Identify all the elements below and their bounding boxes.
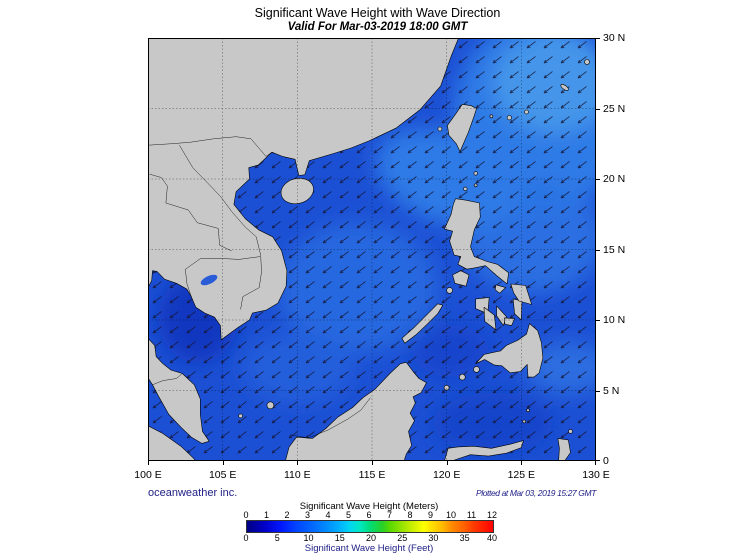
legend-feet-tick: 0 [243,533,249,543]
grid-layer [148,38,596,461]
x-tick-label-110e: 110 E [283,469,311,481]
country-borders-layer [148,136,371,439]
legend-feet-tick: 30 [428,533,439,543]
legend-feet-tick: 10 [303,533,314,543]
x-tick-label-125e: 125 E [507,469,536,481]
land-mindoro [452,270,470,287]
land-taiwan [447,104,477,152]
y-tick-label-30n: 30 N [603,32,626,44]
x-tick-label-130e: 130 E [582,469,610,481]
legend-title-feet: Significant Wave Height (Feet) [304,543,434,554]
legend-meters-tick: 8 [407,510,413,520]
x-axis-tick [521,461,523,465]
land-halmahera [557,438,571,461]
x-tick-label-115e: 115 E [358,469,386,481]
land-luzon [444,198,509,285]
legend-feet-tick: 40 [486,533,498,543]
y-axis-tick [596,460,600,461]
small-islands [238,59,590,434]
plotted-timestamp: Plotted at Mar 03, 2019 15:27 GMT [475,488,596,498]
legend-meters-tick: 4 [325,510,331,520]
x-axis-tick [222,461,224,465]
legend-color-bar [246,520,494,533]
x-axis-tick [595,461,596,465]
land-palawan [401,303,444,344]
land-negros [483,306,497,331]
map-frame [148,38,596,461]
legend-meters-tick: 9 [427,510,434,520]
y-axis-tick [596,249,600,251]
y-axis-tick [596,179,600,180]
y-tick-label-15n: 15 N [603,243,626,256]
legend-meters-ticks: 0 1 2 3 4 5 6 7 8 9 10 11 12 [243,510,497,520]
land-sumatra [148,425,197,461]
legend-feet-tick: 25 [397,533,408,543]
x-axis-tick [148,461,149,465]
land-cebu [496,305,507,326]
y-axis-tick [596,390,600,392]
legend-meters-tick: 11 [466,510,477,520]
x-tick-label-100e: 100 E [134,469,162,481]
y-axis-tick [596,320,600,321]
oceanweather-credit: oceanweather inc. [148,487,238,499]
legend-meters-tick: 1 [263,510,269,520]
valid-time-subtitle: Valid For Mar-03-2019 18:00 GMT [287,21,468,33]
y-tick-label-25n: 25 N [603,102,626,115]
legend-meters-tick: 10 [445,510,456,520]
x-tick-label-120e: 120 E [432,469,461,481]
y-tick-label-0: 0 [603,455,609,467]
legend-meters-tick: 7 [386,510,392,520]
legend-meters-tick: 0 [243,510,249,520]
legend-feet-tick: 20 [365,533,376,543]
legend-feet-tick: 15 [334,533,345,543]
land-hainan [280,177,314,205]
map-area [148,38,596,461]
land-masbate [494,284,507,294]
y-tick-label-20n: 20 N [603,173,626,185]
lake-tonle-sap [200,274,218,286]
land-mindanao [475,323,544,378]
legend-meters-tick: 12 [486,510,498,520]
y-tick-label-10n: 10 N [603,314,626,326]
x-axis-tick [446,461,448,465]
legend-meters-tick: 3 [304,510,311,520]
map-svg [148,38,596,461]
land-china-indochina [148,38,459,341]
x-axis-tick [372,461,373,465]
x-tick-label-105e: 105 E [208,469,237,481]
land-borneo [285,361,427,461]
legend-meters-tick: 2 [284,510,290,520]
legend-feet-tick: 5 [274,533,280,543]
y-axis-tick [596,38,600,39]
y-tick-label-5n: 5 N [603,384,620,397]
legend-feet-ticks: 0 5 10 15 20 25 30 35 40 [243,533,497,543]
legend-feet-tick: 35 [459,533,470,543]
legend-meters-tick: 5 [345,510,352,520]
x-axis-tick [297,461,299,465]
legend-meters-tick: 6 [366,510,372,520]
page-title: Significant Wave Height with Wave Direct… [254,6,501,20]
legend-title-meters: Significant Wave Height (Meters) [299,501,439,512]
land-malay-peninsula [148,337,210,444]
land-sulawesi [444,440,524,461]
land-layer [148,38,590,461]
y-axis-tick [596,108,600,110]
